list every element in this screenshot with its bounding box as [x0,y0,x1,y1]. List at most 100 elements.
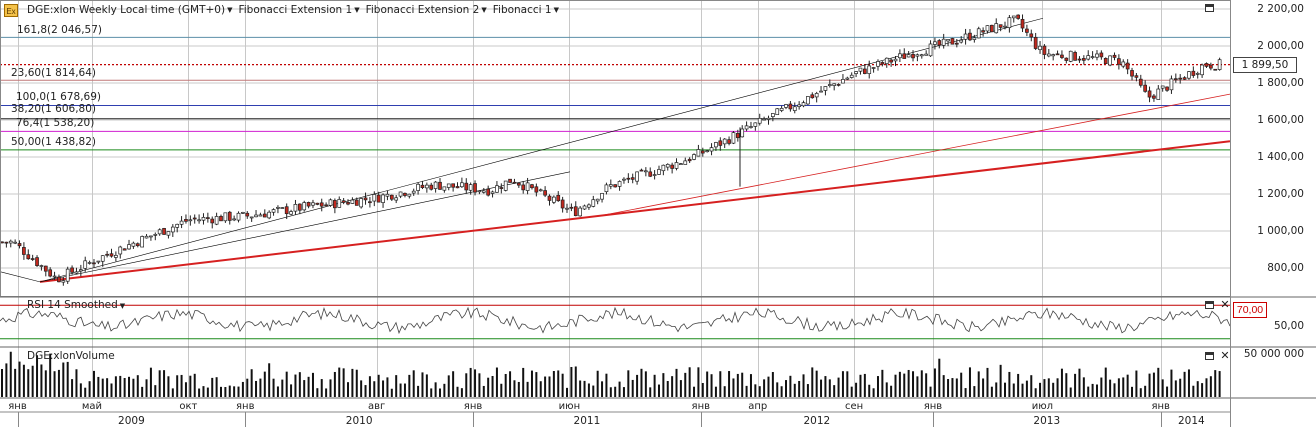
volume-bar [688,367,691,397]
study-fib-extension-2[interactable]: Fibonacci Extension 2 ▼ [365,4,487,16]
volume-bar [609,387,612,397]
volume-bar [1187,369,1190,397]
price-grid [0,0,1230,397]
month-tick-label: июн [558,401,581,412]
volume-bar [132,378,135,397]
symbol-menu-icon[interactable]: Ex [4,4,18,17]
month-tick-label: янв [463,401,483,412]
month-tick-label: окт [179,401,198,412]
candle-up [83,260,88,269]
candle-down [639,169,644,172]
volume-bar [990,386,993,397]
volume-bar [202,386,205,397]
fib-label-161: 161,8(2 046,57) [17,24,103,36]
volume-bar [478,373,481,397]
candle-up [766,117,771,120]
channel-line-mid [39,171,571,283]
candle-down [1064,57,1069,61]
candle-down [950,38,955,45]
price-tick: 1 600,00 [1257,114,1304,126]
maximize-volume-icon[interactable] [1205,352,1214,360]
candle-up [744,125,749,130]
candle-down [1152,95,1156,99]
study-fib-extension-1[interactable]: Fibonacci Extension 1 ▼ [238,4,360,16]
candle-down [245,212,250,217]
candle-up [425,184,429,189]
volume-bar [1021,383,1024,397]
volume-bar [417,385,420,397]
volume-bar [219,386,222,397]
candle-down [902,53,907,59]
candle-up [617,181,622,187]
volume-bar [97,376,100,397]
volume-bar [206,387,209,397]
candle-up [372,194,377,202]
volume-bar [75,369,78,397]
maximize-main-icon[interactable] [1205,4,1214,12]
volume-bar [863,373,866,397]
volume-bar [614,386,617,397]
candle-up [241,211,245,214]
candle-down [998,24,1003,28]
volume-bar [504,373,507,397]
volume-bar [859,374,862,397]
symbol-title[interactable]: DGE:xlon Weekly Local time (GMT+0) ▼ [27,4,233,16]
candle-down [486,188,491,196]
volume-bar [872,388,875,397]
volume-bar [27,369,30,397]
candle-up [994,23,999,34]
volume-bar [438,388,441,397]
volume-bar [535,372,538,397]
candle-down [670,164,674,169]
volume-bar [329,379,332,397]
volume-title[interactable]: DGE:xlonVolume [27,350,115,362]
volume-bar [268,363,271,397]
candle-down [92,262,96,265]
candle-up [1156,88,1161,100]
candle-up [959,39,964,43]
month-tick-label: янв [236,401,255,412]
candle-up [801,102,806,107]
volume-bar [1034,388,1037,397]
volume-bar [128,376,131,397]
volume-bar [570,367,573,397]
volume-bar [942,375,945,397]
candle-up [823,86,828,91]
candle-down [105,253,109,256]
rsi-title[interactable]: RSI 14 Smoothed ▼ [27,299,126,311]
volume-bar [999,364,1002,397]
study-fibonacci-1[interactable]: Fibonacci 1 ▼ [492,4,559,16]
volume-bar [421,372,424,397]
close-rsi-icon[interactable]: ✕ [1220,299,1230,311]
volume-bar [736,373,739,397]
candle-up [149,235,153,238]
volume-bar [798,380,801,397]
volume-bar [1135,370,1138,397]
chevron-down-icon: ▼ [354,6,360,14]
candle-up [963,33,968,40]
volume-bar [806,384,809,397]
volume-bar [193,373,196,397]
volume-bar [66,361,69,397]
volume-bar [31,365,34,397]
volume-bar [903,373,906,397]
candle-down [1112,54,1117,58]
volume-bar [338,367,341,397]
candle-up [806,96,810,105]
volume-bar [640,368,643,397]
candle-down [862,68,867,74]
volume-bar [824,376,827,397]
candle-up [223,212,228,222]
candle-down [508,178,512,183]
volume-bar [1004,382,1007,397]
volume-bar [1039,382,1042,397]
volume-bar [215,377,218,397]
close-volume-icon[interactable]: ✕ [1220,350,1230,362]
candle-down [687,158,692,162]
volume-bar [552,370,555,397]
maximize-rsi-icon[interactable] [1205,301,1214,309]
volume-bar [850,386,853,397]
year-tick-label: 2014 [1177,415,1205,427]
candle-down [512,181,517,184]
